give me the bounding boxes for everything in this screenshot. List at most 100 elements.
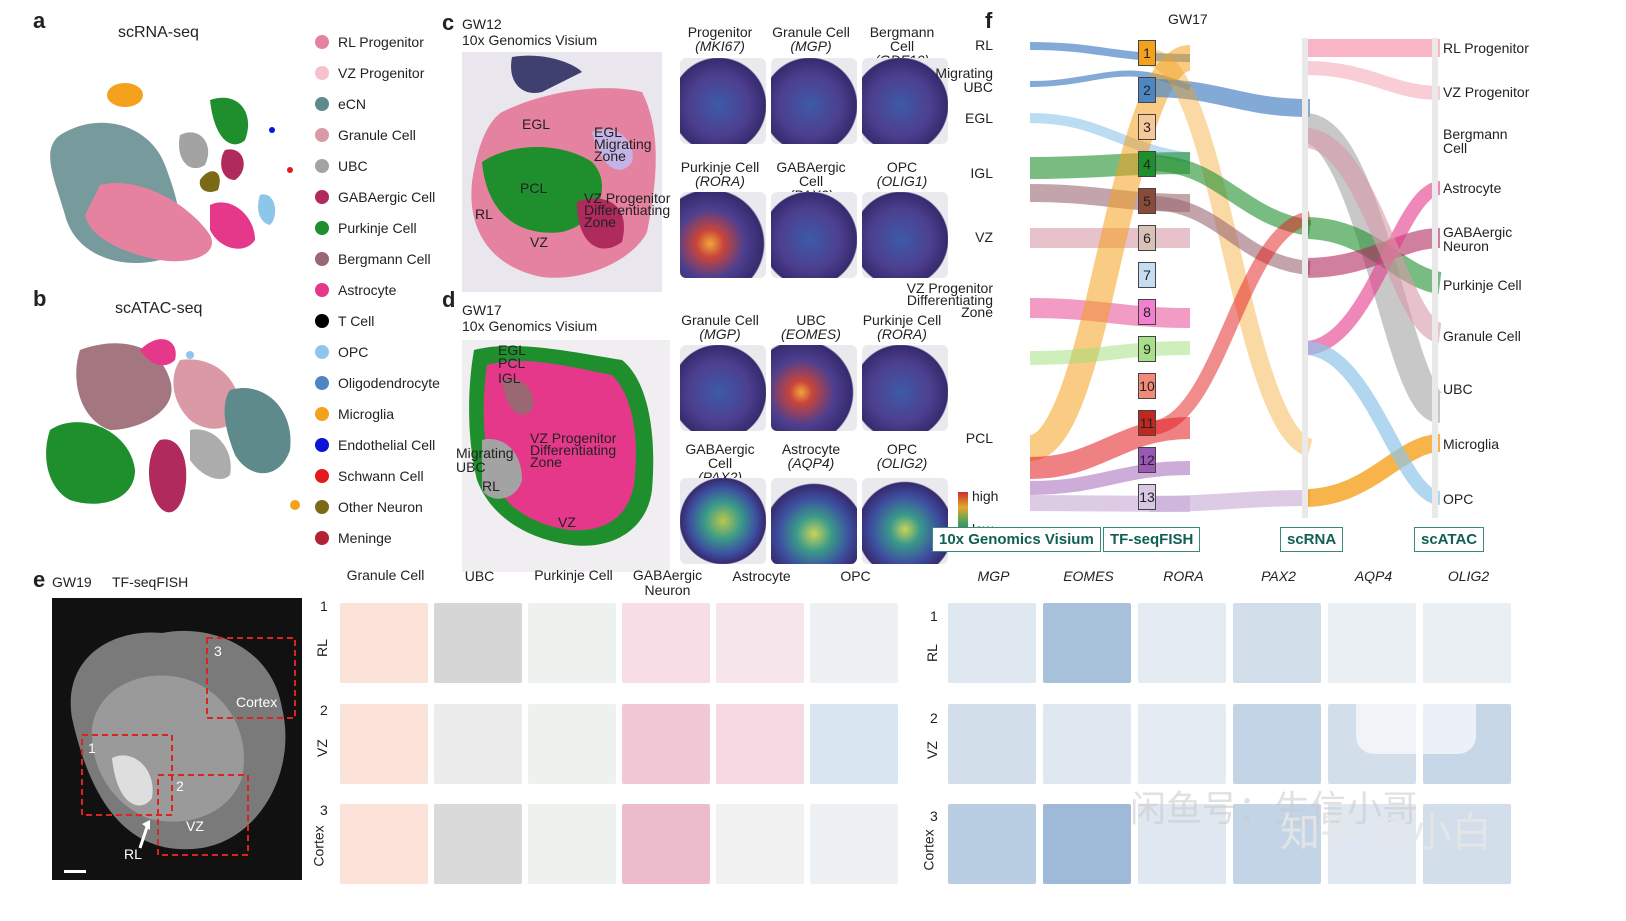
- watermark-text: 知乎 @小白: [1280, 811, 1492, 855]
- cluster-node: 4: [1138, 151, 1156, 177]
- seqfish-gene-map: [1423, 603, 1511, 683]
- legend-label: Meninge: [338, 530, 392, 546]
- panel-c-label: c: [442, 10, 455, 35]
- tf-seqfish-section: [52, 598, 302, 880]
- d-thumb-image: [680, 345, 766, 431]
- e-gene-header: MGP: [977, 568, 1010, 584]
- cluster-node: 11: [1138, 410, 1156, 436]
- seqfish-map: [340, 704, 428, 784]
- legend-label: GABAergic Cell: [338, 189, 436, 205]
- e-box-label: 3: [214, 643, 222, 659]
- e-gene-header: EOMES: [1063, 568, 1114, 584]
- f-right-label: Purkinje Cell: [1443, 277, 1522, 293]
- e-gene-header: AQP4: [1354, 568, 1393, 584]
- e-row-name: VZ: [313, 739, 330, 757]
- legend-label: eCN: [338, 96, 367, 112]
- seqfish-gene-map: [1138, 603, 1226, 683]
- e-region-vz: VZ: [186, 818, 204, 834]
- legend-item: RL Progenitor: [315, 32, 424, 52]
- thumb-gene: (MGP): [790, 38, 832, 54]
- legend-label: Other Neuron: [338, 499, 423, 515]
- d-thumb-title: OPC (OLIG2): [857, 442, 947, 470]
- cell-type-legend: RL Progenitor VZ Progenitor eCN Granule …: [315, 32, 445, 552]
- seqfish-map: [622, 603, 710, 683]
- legend-item: Schwann Cell: [315, 466, 424, 486]
- e-row-name: RL: [923, 644, 940, 662]
- tag-tfseqfish: TF-seqFISH: [1103, 527, 1201, 552]
- seqfish-gene-map: [1328, 804, 1416, 884]
- c-region-egl-migrating: EGL Migrating Zone: [594, 124, 652, 164]
- legend-item: Meninge: [315, 528, 392, 548]
- cluster-node: 3: [1138, 114, 1156, 140]
- d-thumb-image: [862, 345, 948, 431]
- scrna-title: scRNA-seq: [118, 24, 199, 41]
- legend-swatch: [315, 252, 329, 266]
- seqfish-gene-map: [1233, 704, 1321, 784]
- d-thumb-image: [771, 478, 857, 564]
- e-gene-header: RORA: [1163, 568, 1204, 584]
- panel-d-platform: 10x Genomics Visium: [462, 318, 598, 334]
- legend-swatch: [315, 35, 329, 49]
- seqfish-map: [528, 603, 616, 683]
- c-thumb-title: OPC (OLIG1): [857, 160, 947, 188]
- e-col-header: Granule Cell: [346, 567, 425, 583]
- e-row-num: 3: [930, 808, 938, 824]
- legend-item: Granule Cell: [315, 125, 416, 145]
- seqfish-gene-map: [1423, 804, 1511, 884]
- legend-label: Purkinje Cell: [338, 220, 417, 236]
- seqfish-map: [434, 804, 522, 884]
- c-region-vz: VZ: [530, 234, 548, 250]
- legend-swatch: [315, 190, 329, 204]
- seqfish-map: [716, 603, 804, 683]
- tag-scatac: scATAC: [1414, 527, 1485, 552]
- watermark-logo: [1356, 684, 1476, 754]
- f-left-rl: RL: [975, 37, 993, 53]
- c-thumb-title: Granule Cell (MGP): [766, 25, 856, 53]
- legend-item: Oligodendrocyte: [315, 373, 440, 393]
- e-region-cortex: Cortex: [236, 694, 278, 710]
- colorbar-high: high: [972, 488, 999, 504]
- legend-item: Endothelial Cell: [315, 435, 435, 455]
- panel-f-label: f: [985, 8, 993, 33]
- f-left-migrating-ubc: Migrating UBC: [935, 65, 993, 95]
- seqfish-gene-map: [948, 804, 1036, 884]
- legend-item: Astrocyte: [315, 280, 396, 300]
- e-row-num: 2: [320, 702, 328, 718]
- cluster-node: 1: [1138, 40, 1156, 66]
- seqfish-map: [528, 804, 616, 884]
- scatac-umap: [46, 339, 300, 513]
- legend-swatch: [315, 221, 329, 235]
- d-region-vz: VZ: [558, 514, 576, 530]
- scatac-title: scATAC-seq: [115, 300, 203, 317]
- panel-e-stage: GW19: [52, 574, 92, 590]
- cluster-node: 8: [1138, 299, 1156, 325]
- thumb-title: GABAergic Cell: [776, 159, 846, 189]
- thumb-gene: (RORA): [877, 326, 927, 342]
- legend-swatch: [315, 531, 329, 545]
- f-right-label: OPC: [1443, 491, 1474, 507]
- legend-label: Astrocyte: [338, 282, 397, 298]
- e-box-label: 2: [176, 778, 184, 794]
- d-region-igl: IGL: [498, 370, 521, 386]
- legend-item: eCN: [315, 94, 366, 114]
- legend-swatch: [315, 376, 329, 390]
- expression-colorbar: [958, 492, 968, 538]
- f-left-vz-progenitor: VZ Progenitor Differentiating Zone: [906, 280, 993, 320]
- legend-item: VZ Progenitor: [315, 63, 424, 83]
- seqfish-map: [622, 804, 710, 884]
- panel-c-stage: GW12: [462, 16, 502, 32]
- gw12-tissue-section: [462, 52, 662, 292]
- f-right-label: VZ Progenitor: [1443, 84, 1530, 100]
- c-region-pcl: PCL: [520, 180, 548, 196]
- legend-label: OPC: [338, 344, 369, 360]
- cluster-node: 5: [1138, 188, 1156, 214]
- sankey-diagram: [1027, 38, 1445, 518]
- e-row-num: 2: [930, 710, 938, 726]
- thumb-title: OPC: [886, 159, 918, 175]
- legend-item: OPC: [315, 342, 368, 362]
- cluster-node: 6: [1138, 225, 1156, 251]
- legend-label: T Cell: [338, 313, 375, 329]
- e-col-header: GABAergic Neuron: [632, 567, 703, 598]
- seqfish-gene-map: [1233, 603, 1321, 683]
- legend-swatch: [315, 407, 329, 421]
